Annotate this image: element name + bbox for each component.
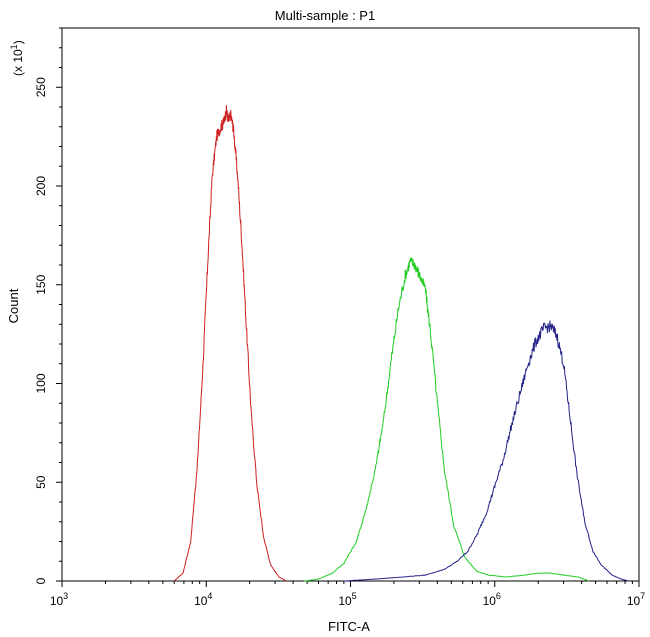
histogram-series-3 [343,320,629,582]
histogram-series-2 [304,257,590,582]
x-axis-label: FITC-A [328,619,370,634]
y-tick-label: 100 [34,373,48,393]
y-tick-label: 0 [34,577,48,584]
x-axis: 103 104 105 106 107 [50,581,645,608]
y-multiplier-label: (x 101) [9,40,25,76]
x-tick-label: 105 [338,591,356,608]
y-axis: 0 50 100 150 200 250 [34,27,62,584]
plot-frame [61,27,640,582]
y-multiplier-suffix: ) [11,40,25,44]
chart-title: Multi-sample : P1 [275,8,375,23]
histogram-series [173,105,629,582]
y-tick-label: 200 [34,176,48,196]
y-tick-label: 50 [34,475,48,489]
x-tick-label: 107 [627,591,645,608]
y-multiplier-prefix: (x 10 [11,49,25,76]
y-axis-label: Count [6,288,21,323]
y-multiplier-exp: 1 [9,44,19,49]
y-tick-label: 150 [34,274,48,294]
x-tick-label: 106 [483,591,501,608]
x-tick-label: 104 [194,591,212,608]
svg-text:(x 101): (x 101) [9,40,25,76]
histogram-series-1 [173,105,287,582]
x-tick-label: 103 [50,591,68,608]
y-tick-label: 250 [34,77,48,97]
